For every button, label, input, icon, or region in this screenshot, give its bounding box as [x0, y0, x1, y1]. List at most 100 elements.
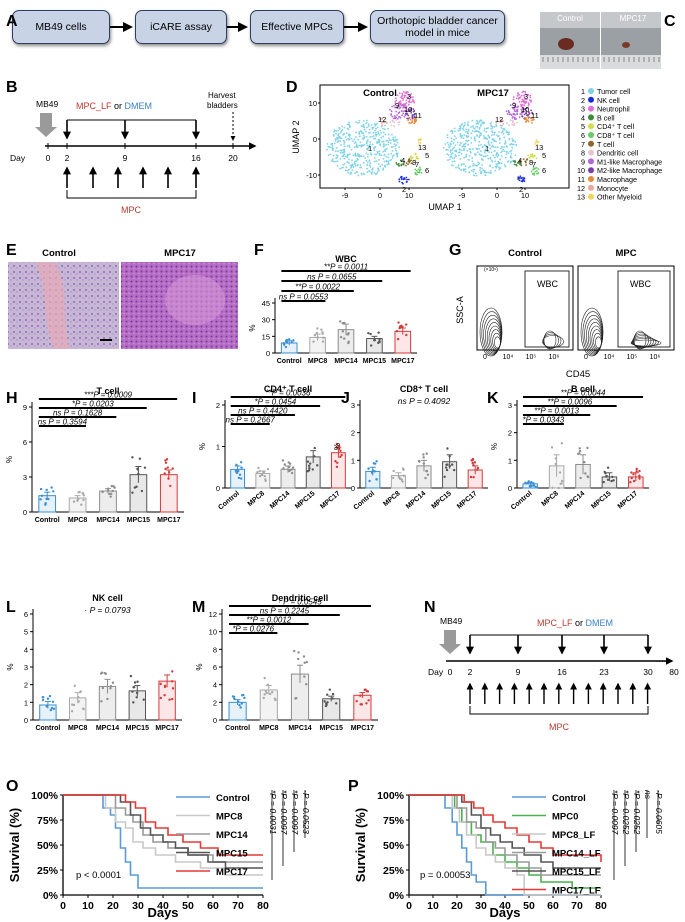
umap-tumor-point [392, 136, 395, 139]
umap-tumor-point [459, 134, 462, 137]
legend-label: Dendritic cell [597, 149, 639, 158]
umap-m1-point [518, 116, 521, 119]
umap-tumor-point [495, 152, 498, 155]
umap-tumor-point [458, 127, 460, 130]
umap-tumor-point [383, 154, 386, 157]
umap-tumor-point [458, 154, 460, 157]
umap-tumor-point [491, 138, 494, 141]
umap-tumor-point [362, 172, 365, 175]
umap-tumor-point [337, 139, 340, 142]
x-tick-label: Control [510, 490, 534, 511]
umap-tumor-point [482, 121, 485, 124]
data-point [237, 476, 241, 480]
flow-xtick: 0 [483, 354, 487, 361]
umap-tumor-point [335, 132, 337, 135]
y-axis-label: % [333, 443, 342, 450]
umap-tumor-point [459, 142, 462, 144]
umap-neutrophil-point [524, 98, 527, 101]
umap-tumor-point [387, 162, 390, 164]
x-tick-label: MPC17 [617, 490, 639, 510]
umap-m1-point [398, 116, 400, 118]
umap-tumor-point [333, 131, 336, 133]
umap-m2-point [523, 113, 526, 116]
umap-tumor-point [326, 148, 328, 151]
day-label: Day [428, 667, 444, 677]
day-value: 16 [557, 667, 567, 677]
umap-tumor-point [374, 137, 377, 140]
umap-tumor-point [333, 134, 335, 137]
x-tick-label: MPC15 [127, 517, 150, 524]
flow-contour-wbc [543, 332, 559, 349]
umap-tumor-point [484, 155, 487, 158]
data-point [167, 477, 170, 480]
data-point [290, 471, 294, 475]
umap-tumor-point [514, 140, 517, 143]
umap-tumor-point [450, 153, 453, 156]
umap-ytick: 10 [309, 99, 317, 108]
umap-tumor-point [355, 131, 357, 134]
survival-curve-mpc15 [63, 794, 263, 869]
umap-tumor-point [478, 126, 481, 129]
data-point [320, 328, 323, 331]
data-point [81, 492, 85, 495]
chart-title: Dendritic cell [272, 593, 329, 603]
x-tick-label: MPC14 [96, 517, 119, 524]
umap-tumor-point [467, 121, 469, 123]
umap-tumor-point [395, 140, 397, 142]
legend-label: NK cell [597, 96, 620, 105]
umap-tumor-point [453, 135, 456, 138]
umap-tumor-point [366, 161, 369, 164]
umap-tumor-point [348, 146, 351, 149]
umap-tumor-point [347, 161, 349, 164]
data-point [138, 457, 142, 460]
legend-number: 10 [577, 166, 585, 175]
data-point [100, 671, 104, 674]
umap-tumor-point [493, 133, 496, 136]
umap-t-point [525, 164, 527, 166]
umap-tumor-point [343, 163, 346, 165]
data-point [339, 335, 343, 339]
umap-nk-point [519, 175, 522, 178]
umap-tumor-point [379, 143, 382, 146]
data-point [328, 688, 332, 691]
umap-tumor-point [352, 166, 355, 168]
umap-tumor-point [357, 158, 359, 161]
x-tick-label: 10 [427, 900, 439, 912]
umap-tumor-point [335, 160, 337, 163]
p-value-label: ns P = 0.2667 [226, 416, 276, 425]
data-point [266, 467, 270, 471]
umap-tumor-point [367, 153, 369, 156]
umap-neutrophil-point [410, 92, 413, 95]
umap-xtick: -9 [342, 191, 349, 200]
data-point [583, 460, 586, 464]
data-point [422, 456, 425, 459]
umap-neutrophil-point [403, 109, 406, 112]
data-point [446, 447, 449, 450]
umap-cluster-number: 7 [532, 160, 536, 169]
umap-tumor-point [374, 129, 376, 132]
legend-label: MPC8_LF [552, 830, 595, 841]
data-point [378, 337, 381, 341]
legend-swatch [588, 88, 594, 94]
umap-tumor-point [363, 136, 365, 139]
survival-curve-control [63, 794, 263, 889]
data-point [605, 474, 608, 478]
x-tick-label: 80 [595, 900, 607, 912]
umap-cluster-number: 10 [521, 105, 529, 114]
umap-tumor-point [478, 134, 481, 137]
legend-swatch [588, 123, 594, 130]
umap-tumor-point [495, 163, 498, 166]
data-point [443, 475, 446, 478]
umap-monocyte-point [379, 118, 382, 121]
data-point [316, 336, 319, 339]
umap-tumor-point [500, 147, 502, 150]
x-tick-label: MPC8 [247, 490, 266, 508]
umap-t-point [405, 162, 408, 164]
umap-tumor-point [493, 156, 496, 159]
data-point [557, 486, 560, 490]
flow-title-control: Control [508, 248, 542, 259]
data-point [339, 320, 342, 323]
data-point [256, 470, 259, 474]
umap-tumor-point [370, 153, 373, 156]
umap-ytick: 0 [313, 135, 317, 144]
